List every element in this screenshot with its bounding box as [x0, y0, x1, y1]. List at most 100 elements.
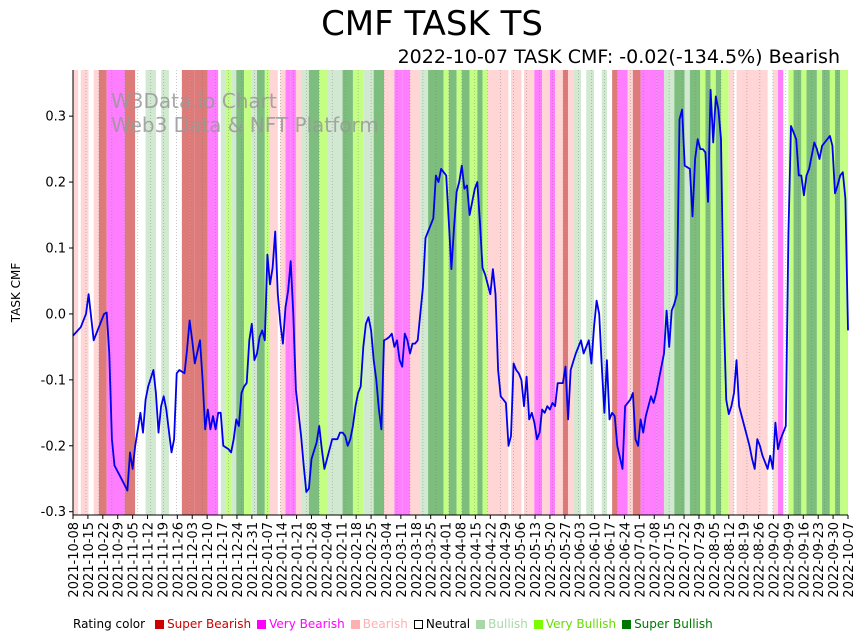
- x-tick-label: 2022-02-18: [350, 522, 365, 598]
- rating-band: [327, 70, 343, 515]
- rating-band: [443, 70, 449, 515]
- rating-band: [363, 70, 374, 515]
- y-tick-label: -0.1: [41, 373, 66, 388]
- x-tick-label: 2022-09-23: [812, 522, 827, 598]
- rating-band: [456, 70, 462, 515]
- x-tick-label: 2021-12-03: [186, 522, 201, 598]
- legend-swatch: [622, 619, 632, 629]
- rating-band: [135, 70, 146, 515]
- rating-band: [236, 70, 245, 515]
- x-tick-label: 2022-05-27: [559, 522, 574, 598]
- legend-item-neutral: Neutral: [413, 617, 471, 631]
- rating-band: [373, 70, 385, 515]
- rating-band: [840, 70, 848, 515]
- x-tick-label: 2022-08-12: [723, 522, 738, 598]
- x-tick-label: 2022-08-05: [708, 522, 723, 598]
- x-tick-label: 2021-11-12: [142, 522, 157, 598]
- x-tick-label: 2022-08-26: [753, 522, 768, 598]
- y-tick-label: -0.2: [41, 439, 66, 454]
- legend-label: Very Bearish: [269, 617, 345, 631]
- rating-band: [632, 70, 641, 515]
- rating-band: [93, 70, 99, 515]
- legend-item-bearish: Bearish: [350, 617, 408, 631]
- x-tick-label: 2022-01-28: [305, 522, 320, 598]
- chart-title: CMF TASK TS: [321, 4, 543, 44]
- rating-band: [772, 70, 779, 515]
- watermark-text: Web3 Data & NFT Platform: [111, 113, 379, 137]
- rating-band: [640, 70, 649, 515]
- rating-band: [715, 70, 721, 515]
- rating-band: [710, 70, 716, 515]
- week-gridlines: [72, 70, 838, 515]
- x-tick-label: 2022-01-07: [261, 522, 276, 598]
- rating-band: [161, 70, 169, 515]
- rating-band: [524, 70, 535, 515]
- legend-swatch: [476, 619, 486, 629]
- x-tick-label: 2022-06-10: [589, 522, 604, 598]
- legend: Rating color Super Bearish Very Bearish …: [73, 617, 719, 631]
- x-tick-label: 2022-04-15: [469, 522, 484, 598]
- rating-band: [220, 70, 226, 515]
- rating-band: [295, 70, 302, 515]
- rating-band: [778, 70, 784, 515]
- legend-label: Bearish: [362, 617, 408, 631]
- rating-band: [555, 70, 563, 515]
- rating-band: [189, 70, 195, 515]
- rating-band: [207, 70, 219, 515]
- legend-label: Very Bullish: [545, 617, 617, 631]
- x-tick-label: 2021-10-08: [67, 522, 82, 598]
- y-tick-label: 0.0: [45, 307, 66, 322]
- x-tick-label: 2022-08-19: [738, 522, 753, 598]
- x-tick-label: 2022-02-25: [365, 522, 380, 598]
- legend-item-very-bearish: Very Bearish: [257, 617, 345, 631]
- legend-label: Super Bearish: [167, 617, 252, 631]
- legend-swatch: [413, 619, 423, 629]
- rating-band: [257, 70, 265, 515]
- rating-band: [700, 70, 706, 515]
- x-tick-label: 2021-11-05: [127, 522, 142, 598]
- rating-band: [301, 70, 309, 515]
- rating-band: [448, 70, 457, 515]
- rating-band: [801, 70, 807, 515]
- x-tick-label: 2022-01-14: [276, 522, 291, 598]
- rating-band: [503, 70, 509, 515]
- y-axis-label: TASK CMF: [9, 263, 23, 324]
- x-tick-label: 2021-12-17: [216, 522, 231, 598]
- rating-band: [568, 70, 574, 515]
- legend-swatch: [257, 619, 267, 629]
- x-tick-label: 2022-06-03: [574, 522, 589, 598]
- rating-band: [617, 70, 628, 515]
- x-tick-label: 2022-10-07: [842, 522, 857, 598]
- x-tick-label: 2021-10-22: [97, 522, 112, 598]
- rating-band: [822, 70, 830, 515]
- rating-band: [319, 70, 328, 515]
- rating-band: [534, 70, 543, 515]
- legend-label: Super Bullish: [634, 617, 713, 631]
- rating-band: [124, 70, 136, 515]
- rating-band: [231, 70, 237, 515]
- x-tick-label: 2022-04-29: [499, 522, 514, 598]
- rating-band: [829, 70, 836, 515]
- rating-band: [73, 70, 79, 515]
- rating-band: [573, 70, 582, 515]
- rating-band: [793, 70, 802, 515]
- y-tick-label: 0.3: [45, 110, 66, 125]
- rating-band: [420, 70, 429, 515]
- legend-item-super-bearish: Super Bearish: [155, 617, 251, 631]
- x-tick-label: 2022-07-22: [678, 522, 693, 598]
- rating-band: [477, 70, 483, 515]
- rating-band: [384, 70, 390, 515]
- axes: -0.3 -0.2 -0.1 0.0 0.1 0.2 0.3 TASK CMF 2021-10-…: [9, 70, 857, 598]
- y-tick-label: 0.2: [45, 176, 66, 191]
- rating-band: [469, 70, 478, 515]
- rating-band: [736, 70, 742, 515]
- x-tick-label: 2022-07-15: [663, 522, 678, 598]
- cmf-line: [72, 88, 849, 493]
- rating-band: [389, 70, 395, 515]
- legend-label: Neutral: [425, 617, 471, 631]
- x-tick-label: 2022-09-02: [767, 522, 782, 598]
- x-tick-label: 2022-04-01: [440, 522, 455, 598]
- x-tick-label: 2022-05-13: [529, 522, 544, 598]
- x-tick-label: 2022-06-17: [604, 522, 619, 598]
